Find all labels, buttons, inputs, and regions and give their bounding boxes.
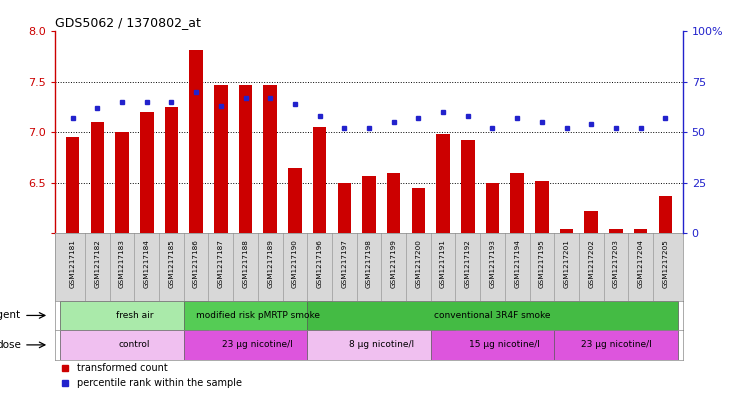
Text: GSM1217203: GSM1217203 (613, 239, 619, 288)
Text: 23 µg nicotine/l: 23 µg nicotine/l (581, 340, 652, 349)
Text: GSM1217181: GSM1217181 (69, 239, 75, 288)
Text: GSM1217191: GSM1217191 (440, 239, 446, 288)
Text: 8 µg nicotine/l: 8 µg nicotine/l (349, 340, 414, 349)
Text: 15 µg nicotine/l: 15 µg nicotine/l (469, 340, 540, 349)
Text: GSM1217189: GSM1217189 (267, 239, 273, 288)
Bar (184, 301, 332, 330)
Bar (61, 330, 208, 360)
Text: 23 µg nicotine/l: 23 µg nicotine/l (222, 340, 293, 349)
Text: GSM1217182: GSM1217182 (94, 239, 100, 288)
Bar (436, 134, 450, 233)
Text: fresh air: fresh air (116, 311, 153, 320)
Bar (238, 85, 252, 233)
Bar (307, 330, 455, 360)
Text: GSM1217192: GSM1217192 (465, 239, 471, 288)
Text: GSM1217204: GSM1217204 (638, 239, 644, 288)
Text: modified risk pMRTP smoke: modified risk pMRTP smoke (196, 311, 320, 320)
Text: GSM1217190: GSM1217190 (292, 239, 298, 288)
Bar (387, 173, 401, 233)
Text: GSM1217201: GSM1217201 (564, 239, 570, 288)
Bar (362, 176, 376, 233)
Text: conventional 3R4F smoke: conventional 3R4F smoke (434, 311, 551, 320)
Bar (313, 127, 326, 233)
Text: GSM1217197: GSM1217197 (341, 239, 348, 288)
Text: GSM1217184: GSM1217184 (144, 239, 150, 288)
Bar (91, 122, 104, 233)
Text: GSM1217186: GSM1217186 (193, 239, 199, 288)
Bar (184, 330, 332, 360)
Bar (431, 330, 579, 360)
Text: GSM1217196: GSM1217196 (317, 239, 323, 288)
Bar (165, 107, 178, 233)
Bar (190, 50, 203, 233)
Text: GSM1217185: GSM1217185 (168, 239, 174, 288)
Text: GSM1217183: GSM1217183 (119, 239, 125, 288)
Bar (658, 196, 672, 233)
Bar (634, 230, 647, 233)
Bar (486, 183, 500, 233)
Text: transformed count: transformed count (77, 363, 168, 373)
Text: GSM1217193: GSM1217193 (489, 239, 495, 288)
Text: GSM1217200: GSM1217200 (415, 239, 421, 288)
Bar (263, 85, 277, 233)
Bar (511, 173, 524, 233)
Text: percentile rank within the sample: percentile rank within the sample (77, 378, 242, 387)
Text: GSM1217194: GSM1217194 (514, 239, 520, 288)
Bar (412, 188, 425, 233)
Bar (66, 138, 80, 233)
Text: agent: agent (0, 310, 21, 320)
Bar (307, 301, 677, 330)
Text: GSM1217199: GSM1217199 (390, 239, 397, 288)
Bar (288, 168, 302, 233)
Bar (535, 181, 548, 233)
Bar (115, 132, 129, 233)
Bar (61, 301, 208, 330)
Bar (609, 230, 623, 233)
Text: GSM1217205: GSM1217205 (663, 239, 669, 288)
Bar (584, 211, 598, 233)
Text: GSM1217188: GSM1217188 (243, 239, 249, 288)
Bar (140, 112, 154, 233)
Text: GSM1217195: GSM1217195 (539, 239, 545, 288)
Bar (554, 330, 677, 360)
Text: GSM1217202: GSM1217202 (588, 239, 594, 288)
Bar (337, 183, 351, 233)
Text: GSM1217187: GSM1217187 (218, 239, 224, 288)
Text: dose: dose (0, 340, 21, 350)
Bar (560, 230, 573, 233)
Bar (214, 85, 227, 233)
Text: GSM1217198: GSM1217198 (366, 239, 372, 288)
Bar (461, 140, 475, 233)
Text: GDS5062 / 1370802_at: GDS5062 / 1370802_at (55, 16, 201, 29)
Text: control: control (119, 340, 150, 349)
